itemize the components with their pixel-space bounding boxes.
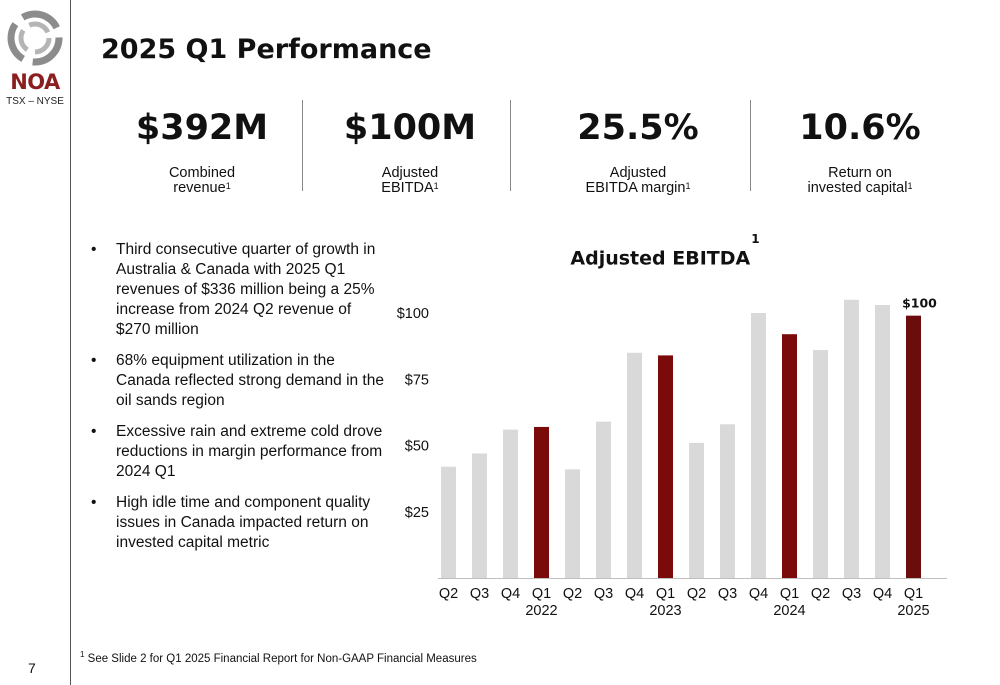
kpi-combined-revenue: $392M Combined revenue1: [128, 108, 276, 196]
bar: [565, 469, 580, 578]
kpi-label: Return on invested capital1: [807, 165, 913, 196]
page-title: 2025 Q1 Performance: [101, 34, 432, 65]
x-tick-label: Q4: [625, 586, 644, 602]
kpi-value: $100M: [343, 108, 477, 148]
list-item: Third consecutive quarter of growth in A…: [88, 240, 384, 340]
x-tick-label: Q1: [532, 586, 551, 602]
bar: [534, 426, 549, 578]
x-tick-label: Q4: [501, 586, 520, 602]
bar: [844, 299, 859, 578]
kpi-roic: 10.6% Return on invested capital1: [785, 108, 935, 196]
bar: [658, 355, 673, 578]
year-label: 2022: [525, 603, 557, 619]
chart-title: Adjusted EBITDA1: [570, 232, 760, 270]
x-tick-label: Q2: [563, 586, 582, 602]
list-item: Excessive rain and extreme cold drove re…: [88, 422, 384, 482]
year-label: 2025: [897, 603, 929, 619]
bar: [751, 313, 766, 578]
y-tick-label: $75: [405, 372, 429, 388]
x-tick-label: Q3: [842, 586, 861, 602]
data-label: $100: [902, 296, 937, 311]
kpi-label: Adjusted EBITDA1: [381, 165, 439, 196]
page-number: 7: [28, 660, 36, 676]
x-tick-label: Q3: [470, 586, 489, 602]
y-tick-label: $100: [397, 306, 429, 322]
kpi-divider: [510, 100, 511, 191]
kpi-divider: [750, 100, 751, 191]
y-tick-label: $25: [405, 505, 429, 521]
x-tick-label: Q2: [439, 586, 458, 602]
bar: [472, 453, 487, 578]
logo-name: NOA: [10, 70, 60, 94]
bar: [503, 429, 518, 578]
x-tick-label: Q1: [904, 586, 923, 602]
year-label: 2024: [773, 603, 805, 619]
kpi-ebitda-margin: 25.5% Adjusted EBITDA margin1: [558, 108, 718, 196]
kpi-divider: [302, 100, 303, 191]
bar: [782, 334, 797, 578]
list-item: High idle time and component quality iss…: [88, 493, 384, 553]
logo-exchange: TSX – NYSE: [6, 96, 64, 107]
kpi-value: 10.6%: [799, 108, 921, 148]
sidebar-divider: [70, 0, 71, 685]
bar: [813, 350, 828, 578]
x-tick-label: Q1: [656, 586, 675, 602]
bullet-list: Third consecutive quarter of growth in A…: [88, 240, 384, 564]
year-label: 2023: [649, 603, 681, 619]
bar: [441, 466, 456, 578]
logo-ring-icon: [7, 10, 63, 66]
kpi-label: Combined revenue1: [168, 165, 236, 196]
x-tick-label: Q4: [873, 586, 892, 602]
x-tick-label: Q2: [811, 586, 830, 602]
bar: [689, 442, 704, 578]
y-tick-label: $50: [405, 439, 429, 455]
kpi-label: Adjusted EBITDA margin1: [585, 165, 691, 196]
bar: [720, 424, 735, 578]
kpi-value: $392M: [135, 108, 269, 148]
bar: [596, 421, 611, 578]
x-tick-label: Q3: [594, 586, 613, 602]
company-logo: NOA TSX – NYSE: [0, 2, 70, 117]
bar: [875, 305, 890, 578]
kpi-value: 25.5%: [577, 108, 699, 148]
x-tick-label: Q3: [718, 586, 737, 602]
footnote: 1 See Slide 2 for Q1 2025 Financial Repo…: [80, 650, 477, 665]
bar: [627, 352, 642, 578]
bar: [906, 315, 921, 578]
x-tick-label: Q2: [687, 586, 706, 602]
list-item: 68% equipment utilization in the Canada …: [88, 351, 384, 411]
x-tick-label: Q1: [780, 586, 799, 602]
x-tick-label: Q4: [749, 586, 768, 602]
kpi-adjusted-ebitda: $100M Adjusted EBITDA1: [336, 108, 484, 196]
